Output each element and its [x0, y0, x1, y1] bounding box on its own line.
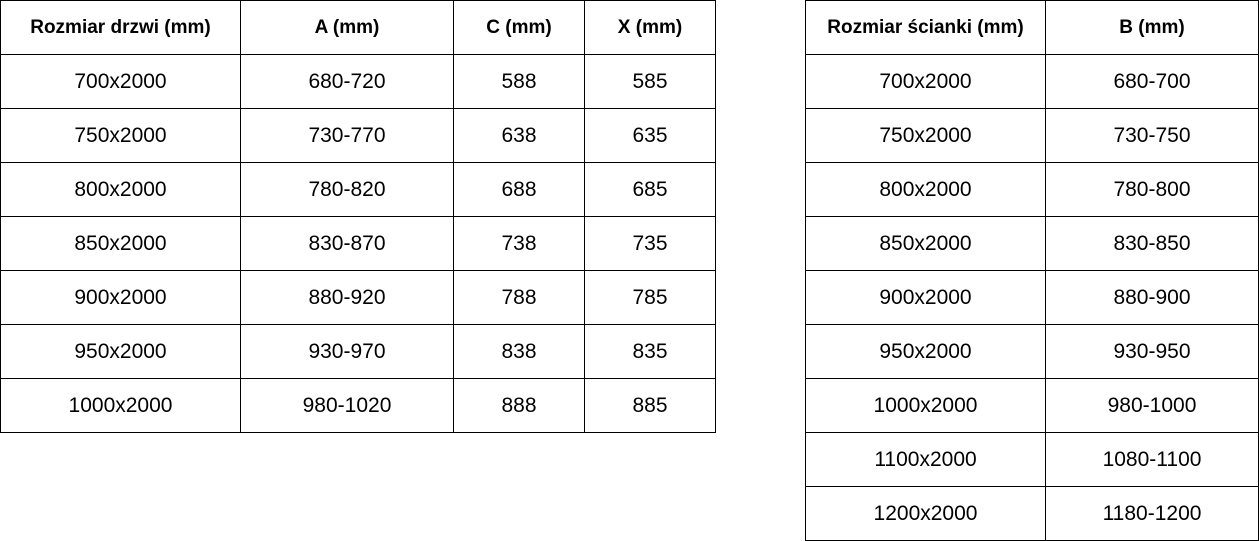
- table-cell: 838: [453, 324, 585, 379]
- table-row: 1000x2000 980-1020 888 885: [0, 378, 716, 433]
- table-cell: 800x2000: [805, 162, 1046, 217]
- table-row: 850x2000 830-870 738 735: [0, 216, 716, 271]
- table-row: 950x2000 930-950: [805, 324, 1259, 379]
- table-cell: 930-970: [240, 324, 454, 379]
- column-header: Rozmiar drzwi (mm): [0, 0, 241, 55]
- table-row: 1000x2000 980-1000: [805, 378, 1259, 433]
- table-cell: 930-950: [1045, 324, 1259, 379]
- table-cell: 830-850: [1045, 216, 1259, 271]
- table-row: 900x2000 880-920 788 785: [0, 270, 716, 325]
- table-cell: 950x2000: [805, 324, 1046, 379]
- table-cell: 900x2000: [0, 270, 241, 325]
- table-cell: 1100x2000: [805, 432, 1046, 487]
- table-cell: 685: [584, 162, 716, 217]
- table-cell: 980-1000: [1045, 378, 1259, 433]
- table-cell: 880-900: [1045, 270, 1259, 325]
- table-cell: 735: [584, 216, 716, 271]
- column-header: Rozmiar ścianki (mm): [805, 0, 1046, 55]
- table-cell: 750x2000: [805, 108, 1046, 163]
- table-cell: 900x2000: [805, 270, 1046, 325]
- table-row: 850x2000 830-850: [805, 216, 1259, 271]
- table-row: 1200x2000 1180-1200: [805, 486, 1259, 541]
- table-cell: 850x2000: [0, 216, 241, 271]
- table-cell: 788: [453, 270, 585, 325]
- column-header: C (mm): [453, 0, 585, 55]
- table-row: 700x2000 680-700: [805, 54, 1259, 109]
- table-row: 800x2000 780-820 688 685: [0, 162, 716, 217]
- column-header: A (mm): [240, 0, 454, 55]
- table-cell: 588: [453, 54, 585, 109]
- table-cell: 1080-1100: [1045, 432, 1259, 487]
- table-cell: 888: [453, 378, 585, 433]
- table-cell: 785: [584, 270, 716, 325]
- table-cell: 1000x2000: [805, 378, 1046, 433]
- table-cell: 688: [453, 162, 585, 217]
- table-row: 800x2000 780-800: [805, 162, 1259, 217]
- table-cell: 635: [584, 108, 716, 163]
- table-cell: 700x2000: [805, 54, 1046, 109]
- table-row: 950x2000 930-970 838 835: [0, 324, 716, 379]
- table-cell: 885: [584, 378, 716, 433]
- table-cell: 585: [584, 54, 716, 109]
- door-size-table: Rozmiar drzwi (mm) A (mm) C (mm) X (mm) 700…: [0, 0, 716, 433]
- table-row: 750x2000 730-770 638 635: [0, 108, 716, 163]
- table-cell: 730-750: [1045, 108, 1259, 163]
- table-cell: 780-820: [240, 162, 454, 217]
- table-row: 1100x2000 1080-1100: [805, 432, 1259, 487]
- table-cell: 880-920: [240, 270, 454, 325]
- table-header-row: Rozmiar drzwi (mm) A (mm) C (mm) X (mm): [0, 0, 716, 55]
- table-cell: 800x2000: [0, 162, 241, 217]
- table-cell: 1000x2000: [0, 378, 241, 433]
- table-cell: 1200x2000: [805, 486, 1046, 541]
- column-header: X (mm): [584, 0, 716, 55]
- table-cell: 980-1020: [240, 378, 454, 433]
- table-cell: 750x2000: [0, 108, 241, 163]
- wall-size-table: Rozmiar ścianki (mm) B (mm) 700x2000 680-7…: [805, 0, 1259, 541]
- table-cell: 1180-1200: [1045, 486, 1259, 541]
- table-cell: 835: [584, 324, 716, 379]
- table-row: 750x2000 730-750: [805, 108, 1259, 163]
- table-cell: 738: [453, 216, 585, 271]
- table-row: 700x2000 680-720 588 585: [0, 54, 716, 109]
- table-row: 900x2000 880-900: [805, 270, 1259, 325]
- table-header-row: Rozmiar ścianki (mm) B (mm): [805, 0, 1259, 55]
- table-cell: 680-700: [1045, 54, 1259, 109]
- column-header: B (mm): [1045, 0, 1259, 55]
- table-cell: 730-770: [240, 108, 454, 163]
- table-cell: 950x2000: [0, 324, 241, 379]
- table-cell: 680-720: [240, 54, 454, 109]
- table-cell: 638: [453, 108, 585, 163]
- table-cell: 830-870: [240, 216, 454, 271]
- table-cell: 700x2000: [0, 54, 241, 109]
- table-cell: 850x2000: [805, 216, 1046, 271]
- table-cell: 780-800: [1045, 162, 1259, 217]
